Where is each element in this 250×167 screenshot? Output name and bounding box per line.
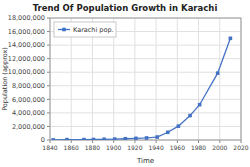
y-grid-line bbox=[50, 45, 241, 46]
marker bbox=[145, 136, 149, 140]
chart: 0 2,000,000 4,000,000 6,000,000 8,000,000 10,… bbox=[0, 0, 250, 167]
y-grid-line bbox=[50, 112, 241, 113]
x-grid-line bbox=[198, 18, 199, 140]
y-axis-label: Population (approx) bbox=[1, 47, 9, 111]
x-tick-label: 1920 bbox=[127, 144, 142, 151]
y-tick-label: 0 bbox=[41, 136, 45, 144]
y-tick-label: 4,000,000 bbox=[12, 109, 45, 117]
legend: Karachi pop. bbox=[54, 22, 116, 37]
marker bbox=[124, 137, 128, 140]
x-tick-label: 1900 bbox=[106, 144, 121, 151]
x-grid-line bbox=[156, 18, 157, 140]
marker bbox=[51, 138, 55, 140]
x-grid-line bbox=[219, 18, 220, 140]
marker bbox=[229, 37, 233, 41]
legend-box bbox=[54, 22, 116, 37]
marker bbox=[188, 114, 192, 118]
axes: 0 2,000,000 4,000,000 6,000,000 8,000,000 10,… bbox=[8, 14, 249, 151]
x-grid-line bbox=[177, 18, 178, 140]
data bbox=[51, 37, 232, 140]
x-grid-line bbox=[134, 18, 135, 140]
line bbox=[53, 38, 230, 140]
marker bbox=[198, 103, 202, 107]
y-tick-label: 12,000,000 bbox=[8, 55, 45, 63]
marker bbox=[113, 137, 117, 140]
legend-marker bbox=[62, 28, 66, 32]
y-tick-label: 2,000,000 bbox=[12, 123, 45, 131]
marker bbox=[82, 138, 86, 140]
y-tick-label: 16,000,000 bbox=[8, 28, 45, 36]
marker bbox=[102, 137, 106, 140]
y-tick-label: 14,000,000 bbox=[8, 41, 45, 49]
x-tick-label: 2000 bbox=[212, 144, 227, 151]
x-tick-label: 1860 bbox=[64, 144, 79, 151]
title: Trend Of Population Growth in Karachi bbox=[33, 3, 218, 13]
marker bbox=[155, 135, 159, 139]
marker bbox=[134, 137, 138, 140]
plot-frame bbox=[50, 18, 241, 140]
y-tick-label: 18,000,000 bbox=[8, 14, 45, 22]
y-grid-line bbox=[50, 58, 241, 59]
x-tick-label: 1980 bbox=[191, 144, 206, 151]
marker bbox=[166, 130, 170, 134]
y-tick-label: 6,000,000 bbox=[12, 96, 45, 104]
x-axis-label: Time bbox=[136, 157, 154, 165]
legend-label: Karachi pop. bbox=[73, 26, 114, 34]
x-tick-label: 1880 bbox=[85, 144, 100, 151]
marker bbox=[177, 124, 181, 128]
x-tick-label: 1940 bbox=[148, 144, 163, 151]
y-tick-label: 10,000,000 bbox=[8, 68, 45, 76]
x-tick-label: 1840 bbox=[42, 144, 57, 151]
y-grid-line bbox=[50, 85, 241, 86]
marker bbox=[216, 71, 220, 75]
y-grid-line bbox=[50, 99, 241, 100]
x-tick-label: 1960 bbox=[170, 144, 185, 151]
grid bbox=[50, 18, 241, 140]
marker bbox=[65, 138, 69, 140]
marker bbox=[92, 138, 96, 140]
y-tick-label: 8,000,000 bbox=[12, 82, 45, 90]
x-tick-label: 2020 bbox=[233, 144, 248, 151]
y-grid-line bbox=[50, 72, 241, 73]
y-grid-line bbox=[50, 126, 241, 127]
